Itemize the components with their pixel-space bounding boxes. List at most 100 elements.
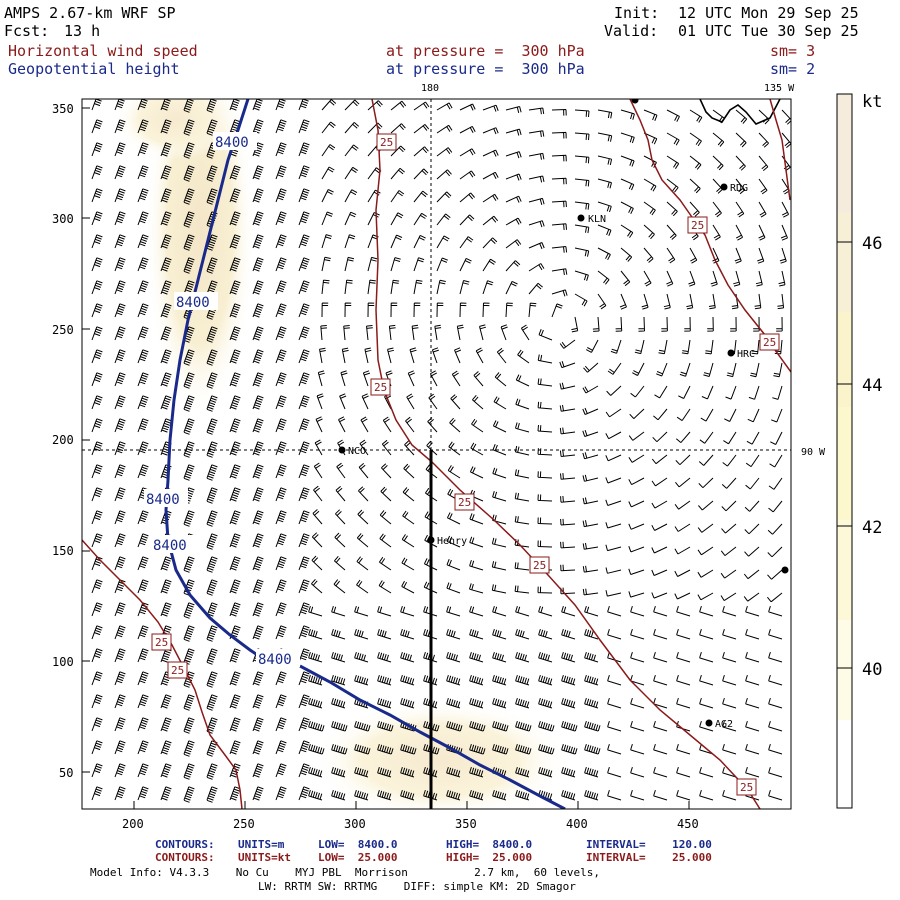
wind-barb <box>160 257 172 272</box>
wind-barb <box>334 555 346 571</box>
wind-barb <box>675 477 691 488</box>
wind-barb <box>137 372 149 387</box>
wind-barb <box>456 324 464 341</box>
wind-barb <box>769 454 783 468</box>
wind-barb <box>401 534 415 548</box>
speed-label-box: 25 <box>167 661 188 679</box>
wind-barb <box>679 362 691 377</box>
wind-barb <box>689 109 703 123</box>
wind-barb <box>574 178 590 187</box>
wind-barb <box>469 674 484 686</box>
wind-barb <box>275 763 287 778</box>
y-tick: 150 <box>52 544 74 558</box>
wind-barb <box>334 532 346 548</box>
wind-barb <box>91 648 103 663</box>
wind-barb <box>469 605 484 617</box>
wind-barb <box>313 485 323 502</box>
wind-barb <box>643 247 654 263</box>
wind-barb <box>344 144 359 157</box>
wind-barb <box>390 190 405 203</box>
wind-barb <box>630 789 645 801</box>
wind-barb <box>229 786 241 801</box>
wind-barb <box>343 325 350 341</box>
wind-barb <box>500 324 508 341</box>
wind-barb <box>630 651 645 663</box>
wind-barb <box>520 324 530 341</box>
wind-barb <box>380 486 392 502</box>
wind-barb <box>379 533 392 548</box>
wind-barb <box>382 416 392 433</box>
wind-barb <box>298 142 310 157</box>
speed-label-box: 25 <box>376 133 397 151</box>
wind-barb <box>652 431 668 443</box>
wind-barb <box>537 494 553 502</box>
wind-barb <box>528 263 545 272</box>
wind-barb <box>137 510 149 525</box>
wind-barb <box>528 220 545 228</box>
wind-barb <box>446 766 461 778</box>
wind-barb <box>653 674 668 686</box>
wind-barb <box>401 580 415 594</box>
wind-barb <box>699 766 714 778</box>
wind-barb <box>469 559 484 571</box>
wind-barb <box>400 766 415 778</box>
wind-barb <box>620 109 635 120</box>
wind-barb <box>771 408 783 423</box>
wind-barb <box>551 223 567 231</box>
wind-barb <box>720 592 737 602</box>
wind-barb <box>551 303 563 318</box>
wind-barb <box>537 378 553 387</box>
valid-time: 01 UTC Tue 30 Sep 25 <box>678 22 859 40</box>
wind-barb <box>607 674 622 686</box>
wind-barb <box>252 579 264 594</box>
wind-barb <box>137 671 149 686</box>
wind-barb <box>469 789 484 801</box>
wind-barb <box>584 789 599 801</box>
wind-barb <box>607 605 622 617</box>
wind-barb <box>514 469 530 479</box>
wind-barb <box>390 145 406 157</box>
wind-barb <box>114 418 126 433</box>
wind-barb <box>469 536 484 548</box>
wind-barb <box>514 492 530 502</box>
wind-barb <box>537 354 553 364</box>
wind-barb <box>354 789 369 801</box>
wind-barb <box>321 279 330 295</box>
wind-barb <box>707 316 714 332</box>
wind-barb <box>515 605 530 617</box>
wind-barb <box>491 537 507 548</box>
wind-barb <box>275 671 287 686</box>
wind-barb <box>551 177 567 185</box>
wind-barb <box>492 743 509 755</box>
wind-barb <box>409 347 417 364</box>
wind-barb <box>758 178 768 195</box>
wind-barb <box>446 697 461 709</box>
wind-barb <box>722 743 737 755</box>
wind-barb <box>676 408 691 422</box>
wind-barb <box>674 569 691 577</box>
wind-barb <box>582 497 599 505</box>
y-tick: 200 <box>52 433 74 447</box>
wind-barb <box>114 280 126 295</box>
wind-barb <box>91 556 103 571</box>
wind-barb <box>206 510 218 527</box>
wind-barb <box>492 605 507 617</box>
wind-barb <box>344 279 353 295</box>
wind-barb <box>653 628 668 640</box>
wind-barb <box>275 303 287 318</box>
colorbar-frame <box>836 93 853 809</box>
wind-barb <box>333 579 346 594</box>
wind-barb <box>229 441 241 456</box>
wind-barb <box>584 605 599 617</box>
wind-barb <box>689 247 698 264</box>
wind-barb <box>275 165 287 180</box>
speed-label-box: 25 <box>454 493 475 511</box>
wind-barb <box>367 212 380 226</box>
wind-barb <box>298 188 310 203</box>
wind-barb <box>697 546 714 556</box>
wind-barb <box>275 188 287 203</box>
wind-barb <box>492 628 507 640</box>
wind-barb <box>470 442 484 456</box>
wind-barb <box>312 509 323 525</box>
station-hrc-label: HRC <box>737 349 755 360</box>
